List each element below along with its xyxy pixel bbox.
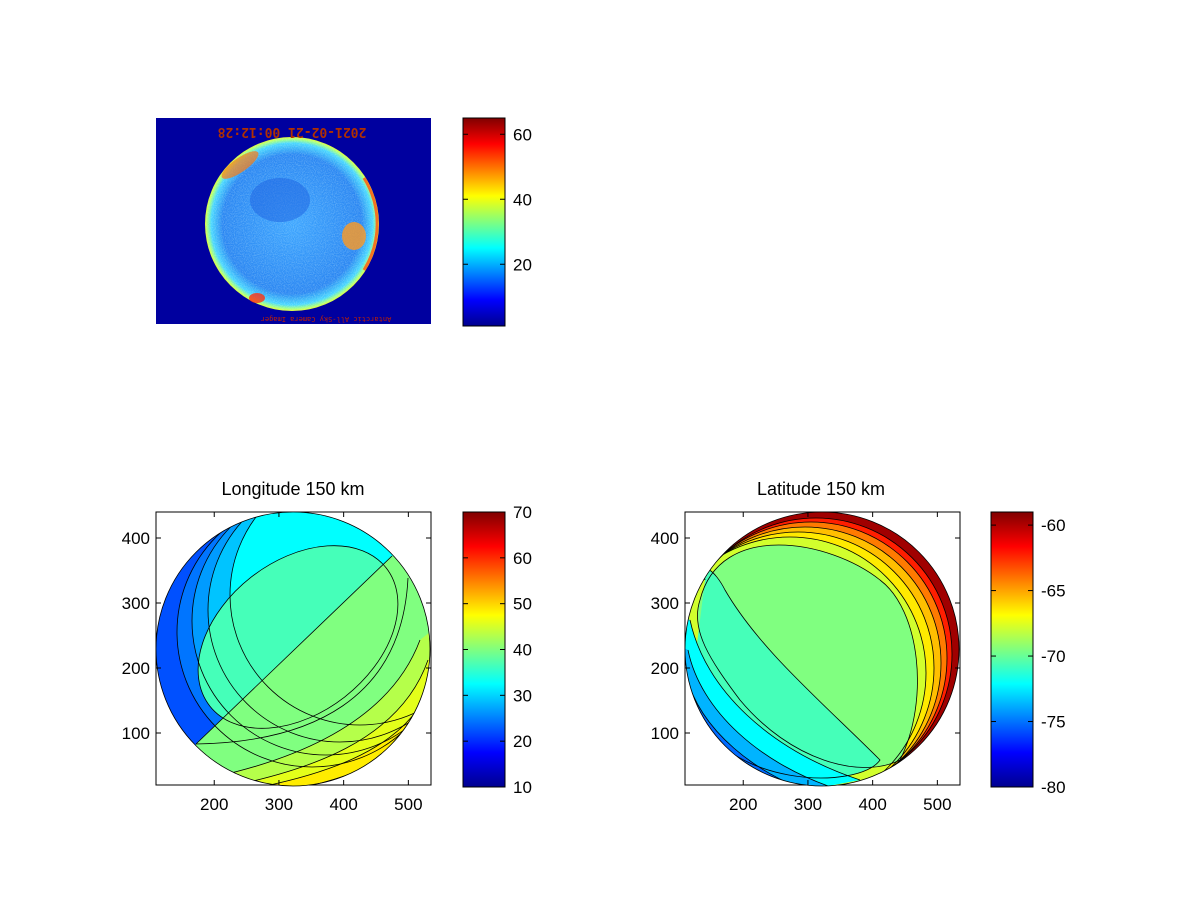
latitude-ytick-label: 300 xyxy=(651,594,679,613)
latitude-colorbar-tick-label: -70 xyxy=(1041,647,1066,666)
lat-line-73 xyxy=(689,619,861,781)
latitude-disk-outline xyxy=(684,511,960,787)
longitude-title: Longitude 150 km xyxy=(221,479,364,499)
longitude-colorbar-tick-label: 10 xyxy=(513,778,532,797)
lat-line-67 xyxy=(685,536,927,786)
latitude-y-ticks: 100 200 300 400 xyxy=(651,529,960,743)
longitude-panel: Longitude 150 km xyxy=(122,479,432,814)
lon-line-20 xyxy=(176,512,430,768)
latitude-contour-fill xyxy=(685,512,959,786)
longitude-colorbar: 10 20 30 40 50 60 70 xyxy=(462,503,532,797)
lat-line-74 xyxy=(687,649,841,786)
lat-line-71 xyxy=(689,568,881,779)
latitude-contour-lines xyxy=(685,517,953,786)
longitude-colorbar-tick-label: 20 xyxy=(513,732,532,751)
longitude-y-ticks: 100 200 300 400 xyxy=(122,529,431,743)
longitude-ytick-label: 100 xyxy=(122,724,150,743)
latitude-ytick-label: 100 xyxy=(651,724,679,743)
lat-line-64 xyxy=(685,526,942,786)
allsky-rim-arc-right xyxy=(362,177,379,271)
lat-line-61 xyxy=(685,517,953,786)
lon-line-48 xyxy=(195,577,409,745)
allsky-bright-patch-right xyxy=(342,222,366,250)
allsky-bright-patch-bottom xyxy=(249,293,265,303)
lon-line-diagonal xyxy=(195,555,393,745)
longitude-colorbar-ticks: 10 20 30 40 50 60 70 xyxy=(463,503,532,797)
allsky-colorbar-tick-label: 60 xyxy=(513,125,532,144)
longitude-colorbar-tick-label: 40 xyxy=(513,641,532,660)
latitude-xtick-label: 400 xyxy=(858,795,886,814)
latitude-colorbar-tick-label: -75 xyxy=(1041,713,1066,732)
latitude-ytick-label: 400 xyxy=(651,529,679,548)
allsky-bright-patch-topleft xyxy=(221,151,259,179)
latitude-colorbar-gradient xyxy=(990,511,1034,788)
longitude-disk-outline xyxy=(155,511,431,787)
longitude-xtick-label: 300 xyxy=(265,795,293,814)
latitude-xtick-label: 200 xyxy=(729,795,757,814)
lat-line-65 xyxy=(685,531,935,786)
latitude-ytick-label: 200 xyxy=(651,659,679,678)
lon-line-50 xyxy=(199,639,421,781)
longitude-colorbar-tick-label: 30 xyxy=(513,686,532,705)
allsky-image-panel: 2021-02-21 00:12:28 Antarctic All-Sky Ca… xyxy=(156,118,431,324)
latitude-colorbar-tick-label: -60 xyxy=(1041,516,1066,535)
allsky-colorbar-tick-label: 20 xyxy=(513,255,532,274)
longitude-ytick-label: 200 xyxy=(122,659,150,678)
longitude-x-ticks: 200 300 400 500 xyxy=(200,512,423,814)
longitude-colorbar-tick-label: 70 xyxy=(513,503,532,522)
allsky-colorbar-gradient xyxy=(462,117,506,327)
lon-line-40 xyxy=(197,545,399,729)
allsky-dark-patch xyxy=(250,178,310,222)
allsky-colorbar-ticks: 20 40 60 xyxy=(463,125,532,274)
longitude-colorbar-tick-label: 60 xyxy=(513,549,532,568)
allsky-caption-top: 2021-02-21 00:12:28 xyxy=(217,124,366,139)
latitude-colorbar-ticks: -80 -75 -70 -65 -60 xyxy=(991,516,1066,797)
allsky-colorbar-tick-label: 40 xyxy=(513,190,532,209)
latitude-x-ticks: 200 300 400 500 xyxy=(729,512,952,814)
latitude-title: Latitude 150 km xyxy=(757,479,885,499)
latitude-xtick-label: 300 xyxy=(794,795,822,814)
longitude-xtick-label: 500 xyxy=(394,795,422,814)
allsky-colorbar: 20 40 60 xyxy=(462,117,532,327)
lat-line-62 xyxy=(685,521,948,786)
lon-line-30 xyxy=(207,512,430,743)
longitude-colorbar-gradient xyxy=(462,511,506,788)
longitude-ytick-label: 300 xyxy=(122,594,150,613)
lon-line-35 xyxy=(229,512,430,726)
latitude-colorbar-tick-label: -65 xyxy=(1041,582,1066,601)
latitude-colorbar: -80 -75 -70 -65 -60 xyxy=(990,511,1066,797)
allsky-caption-bottom: Antarctic All-Sky Camera Imager xyxy=(261,315,392,323)
lon-line-25 xyxy=(191,512,430,756)
latitude-xtick-label: 500 xyxy=(923,795,951,814)
longitude-xtick-label: 400 xyxy=(329,795,357,814)
allsky-image-texture xyxy=(206,138,378,310)
lat-line-69 xyxy=(697,544,918,768)
longitude-xtick-label: 200 xyxy=(200,795,228,814)
latitude-colorbar-tick-label: -80 xyxy=(1041,778,1066,797)
longitude-ytick-label: 400 xyxy=(122,529,150,548)
latitude-panel: Latitude 150 km xyxy=(651,479,961,814)
longitude-colorbar-tick-label: 50 xyxy=(513,595,532,614)
